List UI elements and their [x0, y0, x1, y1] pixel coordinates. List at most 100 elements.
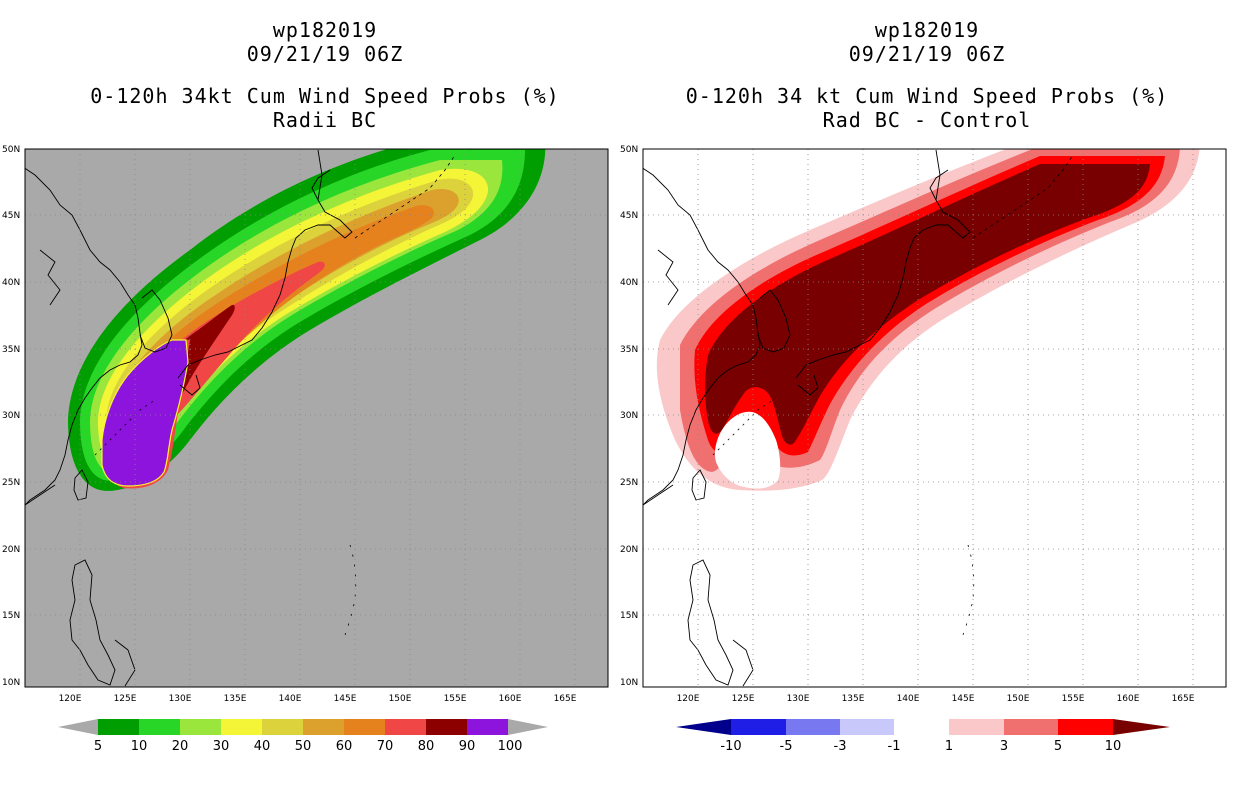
- lat-label: 35N: [620, 345, 638, 355]
- left-colorbar-swatch: [262, 719, 303, 735]
- lon-label: 145E: [334, 694, 357, 704]
- left-colorbar-label: 60: [336, 739, 353, 754]
- left-lat-labels: 50N 45N 40N 35N 30N 25N 20N 15N 10N: [2, 145, 20, 688]
- right-lon-labels: 120E 125E 130E 135E 140E 145E 150E 155E …: [677, 694, 1195, 704]
- right-white-hole: [714, 411, 781, 489]
- left-subtitle: Radii BC: [272, 108, 378, 132]
- lon-label: 160E: [1117, 694, 1140, 704]
- lat-label: 30N: [620, 411, 638, 421]
- left-map: [24, 148, 609, 688]
- left-colorbar-label: 30: [213, 739, 230, 754]
- right-colorbar-label: 3: [1000, 739, 1008, 754]
- left-colorbar-low-arrow: [58, 719, 98, 735]
- lon-label: 140E: [897, 694, 920, 704]
- left-colorbar-swatch: [139, 719, 180, 735]
- left-band-40: [106, 178, 474, 459]
- left-lon-labels: 120E 125E 130E 135E 140E 145E 150E 155E …: [59, 694, 577, 704]
- lon-label: 135E: [842, 694, 865, 704]
- right-datetime: 09/21/19 06Z: [848, 42, 1006, 66]
- left-colorbar-swatch: [467, 719, 508, 735]
- right-band-10: [705, 164, 1150, 445]
- lat-label: 40N: [2, 278, 20, 288]
- left-colorbar-label: 20: [172, 739, 189, 754]
- right-colorbar-label: -3: [834, 739, 847, 754]
- right-colorbar-label: -1: [888, 739, 901, 754]
- left-colorbar-label: 50: [295, 739, 312, 754]
- lon-label: 150E: [1007, 694, 1030, 704]
- left-colorbar-label: 5: [94, 739, 102, 754]
- right-title: wp182019 09/21/19 06Z 0-120h 34 kt Cum W…: [627, 18, 1227, 132]
- left-colorbar-swatch: [385, 719, 426, 735]
- right-colorbar-label: 10: [1105, 739, 1122, 754]
- lon-label: 165E: [1172, 694, 1195, 704]
- left-colorbar-label: 80: [418, 739, 435, 754]
- right-colorbar: -10 -5 -3 -1 1 3 5 10: [676, 719, 1170, 754]
- right-colorbar-label: 5: [1054, 739, 1062, 754]
- left-colorbar-label: 90: [459, 739, 476, 754]
- left-colorbar-swatch: [180, 719, 221, 735]
- lon-label: 165E: [554, 694, 577, 704]
- left-colorbar-swatch: [303, 719, 344, 735]
- lon-label: 130E: [787, 694, 810, 704]
- right-colorbar-swatch: [840, 719, 894, 735]
- right-colorbar-label: -5: [780, 739, 793, 754]
- lat-label: 50N: [620, 145, 638, 155]
- right-colorbar-label: -10: [720, 739, 741, 754]
- lon-label: 135E: [224, 694, 247, 704]
- right-map: [642, 148, 1227, 688]
- lon-label: 140E: [279, 694, 302, 704]
- left-colorbar-swatch: [426, 719, 467, 735]
- lat-label: 20N: [2, 545, 20, 555]
- lon-label: 125E: [732, 694, 755, 704]
- lat-label: 25N: [2, 478, 20, 488]
- left-colorbar-swatch: [344, 719, 385, 735]
- lat-label: 45N: [620, 211, 638, 221]
- right-colorbar-swatch: [731, 719, 786, 735]
- left-colorbar-label: 70: [377, 739, 394, 754]
- lon-label: 160E: [499, 694, 522, 704]
- right-colorbar-label: 1: [945, 739, 953, 754]
- left-colorbar-high-arrow: [508, 719, 548, 735]
- lat-label: 50N: [2, 145, 20, 155]
- lon-label: 125E: [114, 694, 137, 704]
- lon-label: 150E: [389, 694, 412, 704]
- right-subtitle: Rad BC - Control: [822, 108, 1032, 132]
- right-storm-id: wp182019: [874, 18, 980, 42]
- lat-label: 15N: [620, 611, 638, 621]
- left-title: wp182019 09/21/19 06Z 0-120h 34kt Cum Wi…: [25, 18, 625, 132]
- right-colorbar-swatch: [894, 719, 949, 735]
- right-colorbar-swatch: [1058, 719, 1113, 735]
- left-colorbar-label: 40: [254, 739, 271, 754]
- left-colorbar-label: 10: [131, 739, 148, 754]
- lat-label: 45N: [2, 211, 20, 221]
- lat-label: 40N: [620, 278, 638, 288]
- left-colorbar-swatch: [221, 719, 262, 735]
- lat-label: 35N: [2, 345, 20, 355]
- left-probability-field: [68, 149, 546, 491]
- right-map-frame: [642, 148, 1227, 688]
- lon-label: 120E: [59, 694, 82, 704]
- lat-label: 30N: [2, 411, 20, 421]
- left-colorbar-swatch: [98, 719, 139, 735]
- right-colorbar-swatch: [786, 719, 840, 735]
- lat-label: 10N: [2, 678, 20, 688]
- lat-label: 25N: [620, 478, 638, 488]
- left-storm-id: wp182019: [272, 18, 378, 42]
- left-datetime: 09/21/19 06Z: [246, 42, 404, 66]
- lon-label: 120E: [677, 694, 700, 704]
- left-colorbar: 5 10 20 30 40 50 60 70 80 90 100: [58, 719, 548, 754]
- lat-label: 15N: [2, 611, 20, 621]
- lat-label: 20N: [620, 545, 638, 555]
- right-colorbar-swatch: [1004, 719, 1058, 735]
- lon-label: 155E: [444, 694, 467, 704]
- right-colorbar-low-arrow: [676, 719, 731, 735]
- left-product: 0-120h 34kt Cum Wind Speed Probs (%): [90, 84, 560, 108]
- lon-label: 130E: [169, 694, 192, 704]
- left-band-100: [101, 339, 189, 487]
- lat-label: 10N: [620, 678, 638, 688]
- right-lat-labels: 50N 45N 40N 35N 30N 25N 20N 15N 10N: [620, 145, 638, 688]
- right-colorbar-high-arrow: [1113, 719, 1170, 735]
- right-product: 0-120h 34 kt Cum Wind Speed Probs (%): [685, 84, 1169, 108]
- lon-label: 145E: [952, 694, 975, 704]
